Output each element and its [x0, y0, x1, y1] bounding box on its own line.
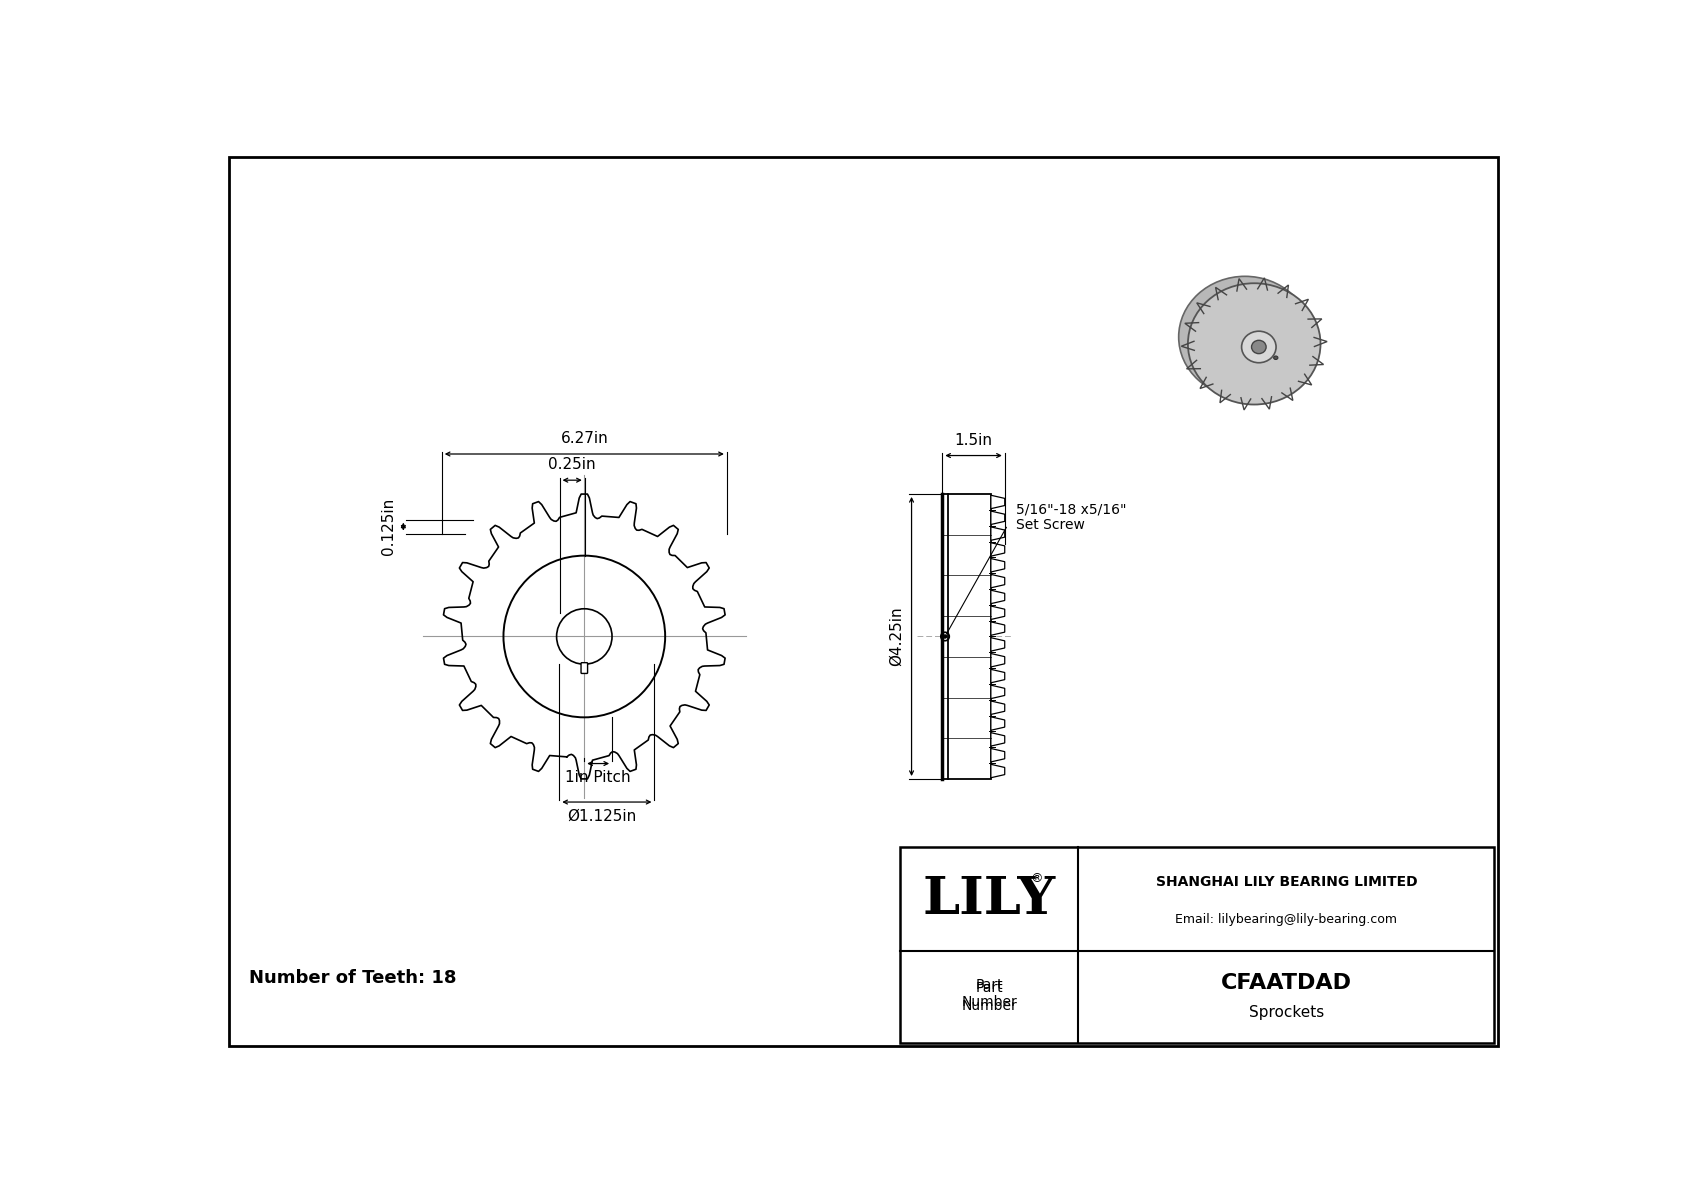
Polygon shape	[990, 637, 1005, 651]
Text: Part
Number: Part Number	[962, 979, 1017, 1009]
Text: 1in Pitch: 1in Pitch	[566, 769, 632, 785]
Text: 0.25in: 0.25in	[549, 457, 596, 473]
Ellipse shape	[1241, 331, 1276, 363]
Polygon shape	[990, 669, 1005, 682]
Text: Sprockets: Sprockets	[1250, 1005, 1324, 1019]
Text: 6.27in: 6.27in	[561, 431, 608, 447]
Ellipse shape	[1273, 356, 1278, 360]
Polygon shape	[990, 732, 1005, 746]
Polygon shape	[990, 543, 1005, 556]
Polygon shape	[990, 559, 1005, 572]
Text: Part
Number: Part Number	[962, 980, 1017, 1014]
Text: LILY: LILY	[923, 874, 1056, 925]
Polygon shape	[990, 606, 1005, 619]
Polygon shape	[990, 526, 1005, 541]
Text: 5/16"-18 x5/16"
Set Screw: 5/16"-18 x5/16" Set Screw	[1015, 503, 1127, 532]
Ellipse shape	[1251, 341, 1266, 354]
Text: Ø1.125in: Ø1.125in	[568, 809, 637, 823]
FancyBboxPatch shape	[581, 662, 588, 673]
Bar	[948, 494, 990, 779]
Text: ®: ®	[1031, 872, 1042, 885]
Text: Ø4.25in: Ø4.25in	[889, 606, 904, 666]
Polygon shape	[990, 701, 1005, 715]
Ellipse shape	[1187, 283, 1320, 405]
Polygon shape	[990, 622, 1005, 635]
Text: Email: lilybearing@lily-bearing.com: Email: lilybearing@lily-bearing.com	[1175, 912, 1398, 925]
Polygon shape	[990, 654, 1005, 667]
Polygon shape	[990, 574, 1005, 588]
Text: 0.125in: 0.125in	[381, 498, 396, 555]
Circle shape	[943, 635, 946, 638]
Bar	[899, 847, 1494, 1043]
Polygon shape	[990, 765, 1005, 778]
Text: CFAATDAD: CFAATDAD	[1221, 973, 1352, 993]
Polygon shape	[990, 717, 1005, 730]
Ellipse shape	[1179, 276, 1312, 398]
Polygon shape	[990, 511, 1005, 524]
Text: SHANGHAI LILY BEARING LIMITED: SHANGHAI LILY BEARING LIMITED	[1155, 875, 1418, 888]
Polygon shape	[990, 685, 1005, 699]
Polygon shape	[990, 495, 1005, 509]
Polygon shape	[990, 591, 1005, 604]
Text: Number of Teeth: 18: Number of Teeth: 18	[249, 968, 456, 987]
Text: 1.5in: 1.5in	[955, 432, 992, 448]
Polygon shape	[990, 748, 1005, 762]
